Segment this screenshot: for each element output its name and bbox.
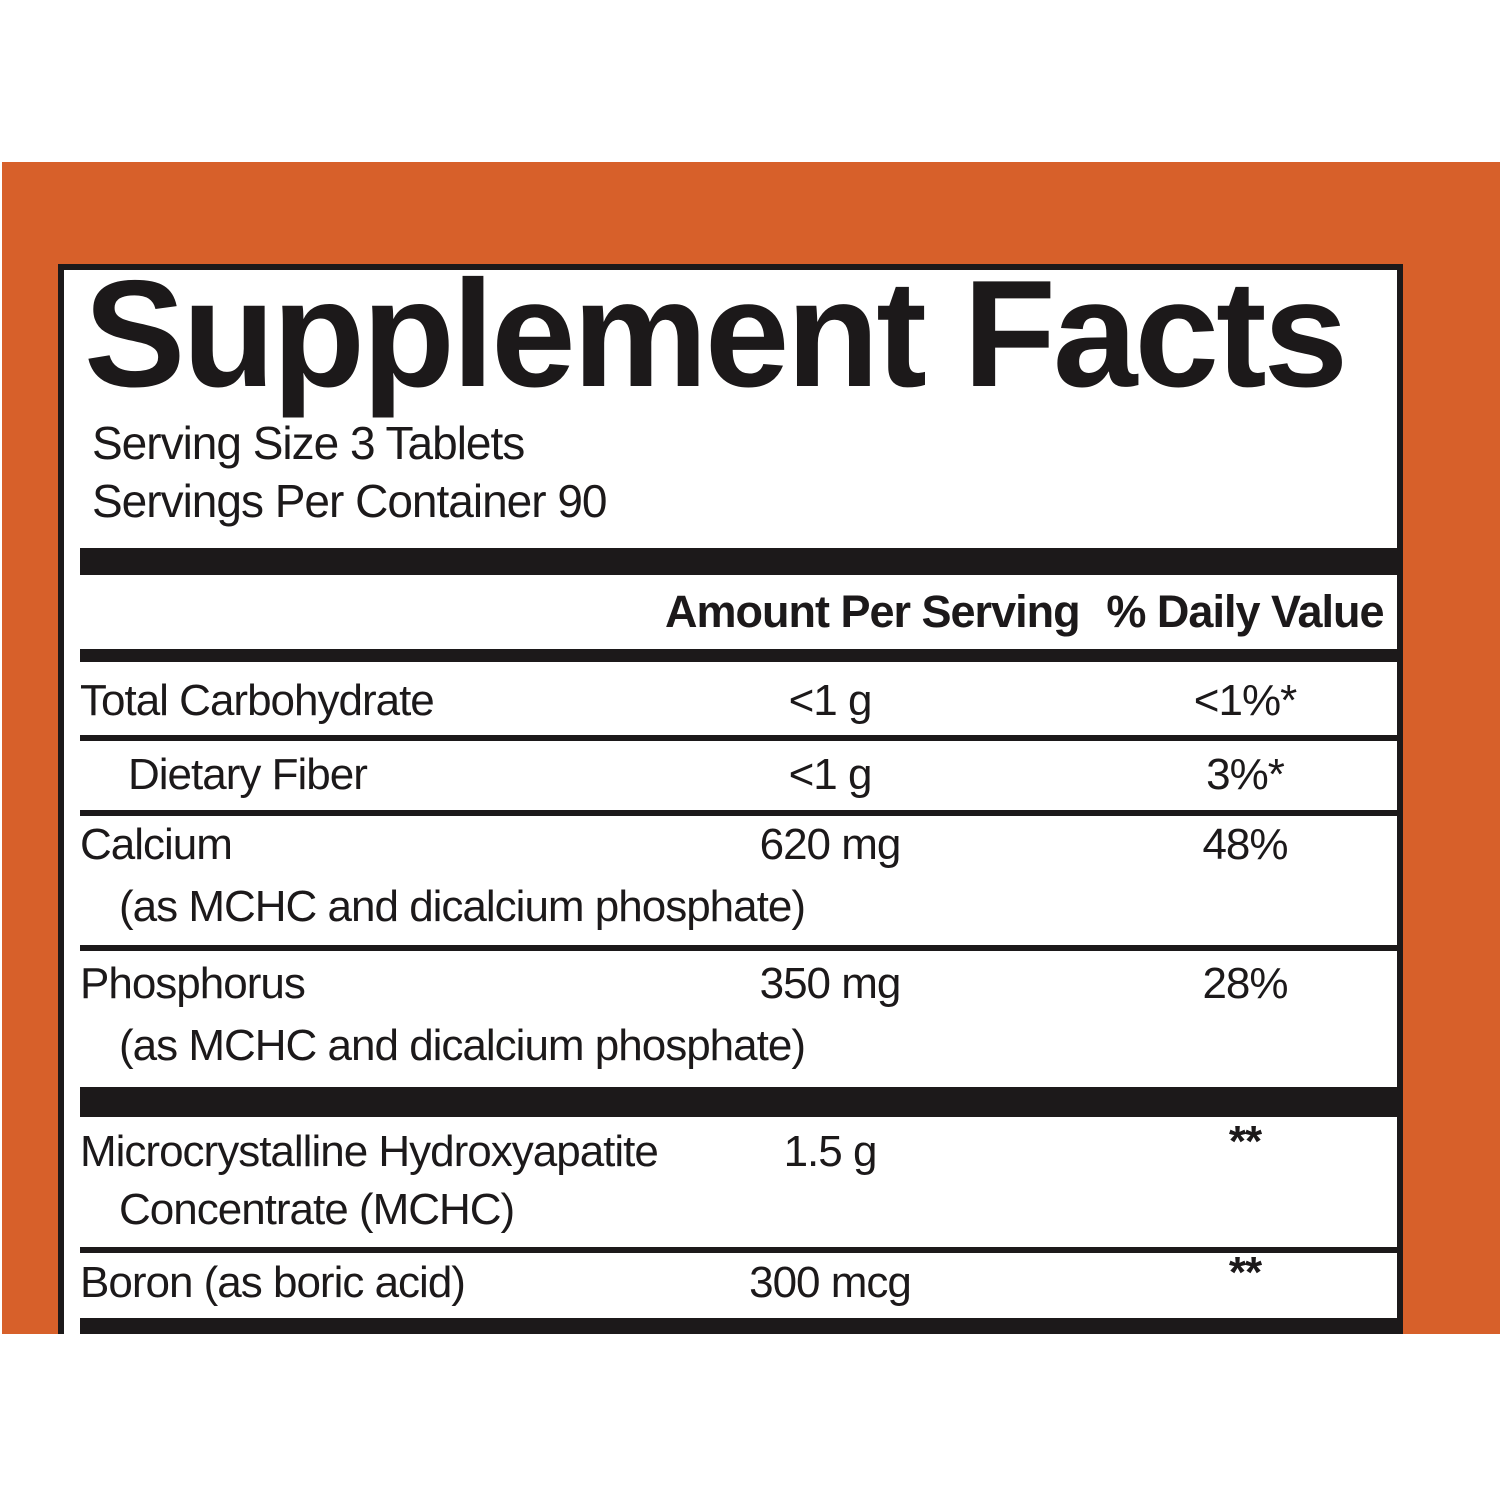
thin-divider [80,945,1397,951]
row-amount: 620 mg [759,820,902,869]
medium-divider-header [80,649,1397,662]
row-daily-value: ** [1228,1117,1262,1166]
row-subtext: (as MCHC and dicalcium phosphate) [119,882,806,931]
row-name: Boron (as boric acid) [80,1258,466,1307]
servings-per-container-text: Servings Per Container 90 [92,475,608,527]
supplement-facts-panel: Supplement Facts Serving Size 3 Tablets … [58,264,1403,1334]
serving-size-text: Serving Size 3 Tablets [92,417,525,469]
table-row-calcium: Calcium 620 mg 48% [64,815,1397,875]
column-header-amount: Amount Per Serving [665,586,1081,637]
thick-divider-top [80,548,1397,575]
row-amount: 1.5 g [783,1127,878,1176]
row-subtext: (as MCHC and dicalcium phosphate) [119,1021,806,1070]
table-row-dietary-fiber: Dietary Fiber <1 g 3%* [64,745,1397,805]
thin-divider [80,735,1397,741]
row-daily-value: 3%* [1206,750,1285,799]
row-daily-value: <1%* [1193,676,1297,725]
serving-info: Serving Size 3 Tablets Servings Per Cont… [92,414,608,530]
table-row-boron: Boron (as boric acid) 300 mcg ** [64,1248,1397,1313]
supplement-facts-title: Supplement Facts [84,264,1348,419]
thick-divider-middle [80,1087,1397,1117]
table-row-total-carbohydrate: Total Carbohydrate <1 g <1%* [64,671,1397,731]
thin-divider [80,1247,1397,1253]
table-row-phosphorus: Phosphorus 350 mg 28% [64,954,1397,1014]
row-name: Microcrystalline Hydroxyapatite [80,1127,659,1176]
row-amount: <1 g [788,750,873,799]
row-amount: 350 mg [759,959,902,1008]
row-daily-value: 28% [1202,959,1288,1008]
thin-divider [80,810,1397,816]
row-name: Calcium [80,820,233,869]
thick-divider-bottom [80,1318,1397,1334]
row-daily-value: ** [1228,1248,1262,1297]
column-header-daily-value: % Daily Value [1106,586,1384,637]
row-amount: <1 g [788,676,873,725]
row-amount: 300 mcg [749,1258,912,1307]
row-daily-value: 48% [1202,820,1288,869]
row-name: Total Carbohydrate [80,676,435,725]
table-row-mchc: Microcrystalline Hydroxyapatite 1.5 g ** [64,1117,1397,1182]
column-header-row: Amount Per Serving % Daily Value [64,575,1397,649]
row-name: Phosphorus [80,959,306,1008]
row-name: Dietary Fiber [128,750,368,799]
row-subtext: Concentrate (MCHC) [119,1185,515,1234]
